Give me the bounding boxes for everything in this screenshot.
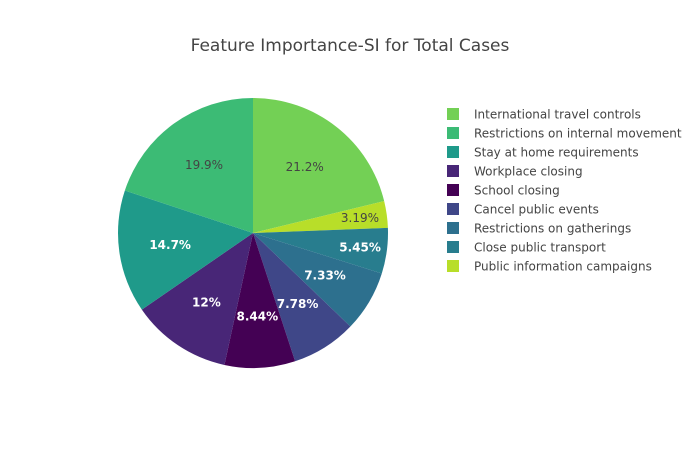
legend-label: Restrictions on gatherings xyxy=(474,222,631,236)
pie-slice-label: 12% xyxy=(192,296,221,310)
legend: International travel controls Restriction… xyxy=(447,108,682,274)
pie-slice[interactable] xyxy=(141,233,253,365)
legend-label: Stay at home requirements xyxy=(474,146,639,160)
pie-slice[interactable] xyxy=(124,98,254,233)
pie-slice-label: 7.33% xyxy=(304,269,346,283)
legend-label: International travel controls xyxy=(474,108,641,122)
legend-swatch xyxy=(447,127,459,139)
legend-label: Public information campaigns xyxy=(474,260,652,274)
legend-item[interactable]: Close public transport xyxy=(447,241,606,255)
pie-slice-label: 8.44% xyxy=(237,310,279,324)
legend-label: School closing xyxy=(474,184,560,198)
pie-slice[interactable] xyxy=(253,227,388,274)
pie-slice[interactable] xyxy=(253,233,382,327)
legend-item[interactable]: Stay at home requirements xyxy=(447,146,639,160)
pie-slice-labels: 21.2% 3.19% 5.45% 7.33% 7.78%8.44% 12% 14.7% 19… xyxy=(149,158,381,323)
pie-slice[interactable] xyxy=(253,233,351,362)
legend-swatch xyxy=(447,184,459,196)
legend-swatch xyxy=(447,165,459,177)
legend-swatch xyxy=(447,146,459,158)
pie-slice-label: 14.7% xyxy=(149,238,191,252)
legend-item[interactable]: Restrictions on gatherings xyxy=(447,222,631,236)
pie-slice[interactable] xyxy=(117,190,253,310)
legend-item[interactable]: Workplace closing xyxy=(447,165,583,179)
pie-slice-label: 5.45% xyxy=(339,240,381,254)
legend-swatch xyxy=(447,260,459,272)
legend-swatch xyxy=(447,222,459,234)
legend-label: Cancel public events xyxy=(474,203,599,217)
pie-slices xyxy=(117,98,388,369)
pie-slice-label: 7.78% xyxy=(277,297,319,311)
pie-slice-label: 19.9% xyxy=(185,158,223,172)
legend-label: Restrictions on internal movement xyxy=(474,127,682,141)
legend-swatch xyxy=(447,241,459,253)
legend-item[interactable]: Restrictions on internal movement xyxy=(447,127,682,141)
legend-item[interactable]: School closing xyxy=(447,184,560,198)
legend-swatch xyxy=(447,108,459,120)
legend-item[interactable]: Public information campaigns xyxy=(447,260,652,274)
legend-swatch xyxy=(447,203,459,215)
pie-slice[interactable] xyxy=(253,201,388,233)
legend-label: Close public transport xyxy=(474,241,606,255)
pie-slice[interactable] xyxy=(224,233,296,369)
legend-item[interactable]: Cancel public events xyxy=(447,203,599,217)
legend-item[interactable]: International travel controls xyxy=(447,108,641,122)
pie-slice-label: 3.19% xyxy=(341,211,379,225)
legend-label: Workplace closing xyxy=(474,165,583,179)
chart-title: Feature Importance-SI for Total Cases xyxy=(191,36,510,56)
pie-slice[interactable] xyxy=(253,98,385,233)
pie-slice-label: 21.2% xyxy=(286,160,324,174)
